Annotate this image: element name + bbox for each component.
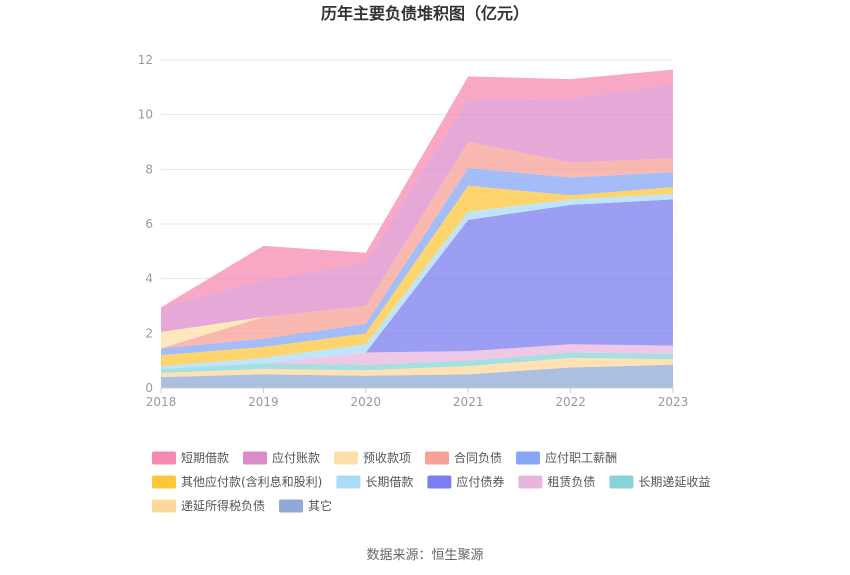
y-tick-label: 10: [138, 108, 153, 122]
legend-item[interactable]: 长期借款: [336, 475, 413, 489]
x-tick-label: 2023: [658, 395, 689, 409]
legend-item[interactable]: 应付账款: [243, 450, 320, 465]
area-series-6[interactable]: [161, 185, 673, 367]
area-series-9[interactable]: [161, 142, 673, 349]
legend-item[interactable]: 租赁负债: [518, 475, 595, 489]
y-tick-label: 6: [145, 217, 153, 231]
legend-swatch: [152, 499, 176, 513]
area-series-8[interactable]: [161, 142, 673, 349]
legend-swatch: [336, 475, 361, 489]
legend-swatch: [518, 475, 543, 489]
x-tick-label: 2018: [146, 395, 177, 409]
y-tick-label: 12: [138, 53, 153, 67]
y-tick-label: 2: [145, 326, 153, 340]
legend-label: 预收款项: [363, 451, 411, 465]
x-tick-label: 2021: [453, 395, 484, 409]
legend-label: 长期递延收益: [638, 475, 710, 489]
legend-label: 合同负债: [454, 450, 502, 465]
legend-label: 租赁负债: [547, 475, 595, 489]
legend-label: 长期借款: [365, 475, 413, 489]
area-series-1[interactable]: [161, 357, 673, 378]
area-series-0[interactable]: [161, 364, 673, 388]
legend-label: 应付职工薪酬: [545, 450, 617, 465]
legend-label: 短期借款: [181, 451, 229, 465]
y-tick-label: 4: [145, 272, 153, 286]
area-series-11[interactable]: [161, 69, 673, 308]
legend-swatch: [152, 451, 176, 465]
legend-item[interactable]: 合同负债: [425, 450, 502, 465]
legend-item[interactable]: 应付职工薪酬: [516, 450, 617, 465]
y-tick-label: 8: [145, 162, 153, 176]
legend-item[interactable]: 短期借款: [152, 451, 229, 465]
area-series-7[interactable]: [161, 167, 673, 356]
legend-label: 递延所得税负债: [181, 498, 265, 513]
legend-swatch: [516, 451, 541, 465]
legend-item[interactable]: 其他应付款(含利息和股利): [152, 474, 322, 489]
legend-swatch: [609, 475, 634, 489]
x-tick-label: 2020: [351, 395, 382, 409]
x-tick-label: 2022: [555, 395, 586, 409]
legend-swatch: [243, 451, 268, 465]
legend-swatch: [427, 475, 452, 489]
legend-item[interactable]: 长期递延收益: [609, 475, 710, 489]
area-series-5[interactable]: [161, 193, 673, 369]
y-tick-label: 0: [145, 381, 153, 395]
chart-title: 历年主要负债堆积图（亿元）: [321, 4, 529, 23]
data-source: 数据来源：恒生聚源: [366, 548, 483, 563]
legend-label: 应付债券: [456, 474, 504, 489]
area-series-4[interactable]: [161, 199, 673, 369]
x-tick-label: 2019: [248, 395, 279, 409]
legend-label: 应付账款: [272, 450, 320, 465]
legend-item[interactable]: 应付债券: [427, 474, 504, 489]
legend-label: 其它: [308, 498, 332, 513]
area-series-group: [161, 69, 673, 388]
area-series-10[interactable]: [161, 84, 673, 332]
legend-item[interactable]: 递延所得税负债: [152, 498, 265, 513]
legend-swatch: [279, 499, 304, 513]
area-series-3[interactable]: [161, 344, 673, 369]
axes: 0 2 4 6 8 10 12 2018 2019 2020 2021 2022 2023: [138, 53, 689, 409]
legend-label: 其他应付款(含利息和股利): [181, 474, 322, 489]
legend-item[interactable]: 其它: [279, 498, 332, 513]
legend-swatch: [152, 475, 176, 489]
legend-swatch: [425, 451, 450, 465]
legend-swatch: [334, 451, 359, 465]
legend-item[interactable]: 预收款项: [334, 451, 411, 465]
